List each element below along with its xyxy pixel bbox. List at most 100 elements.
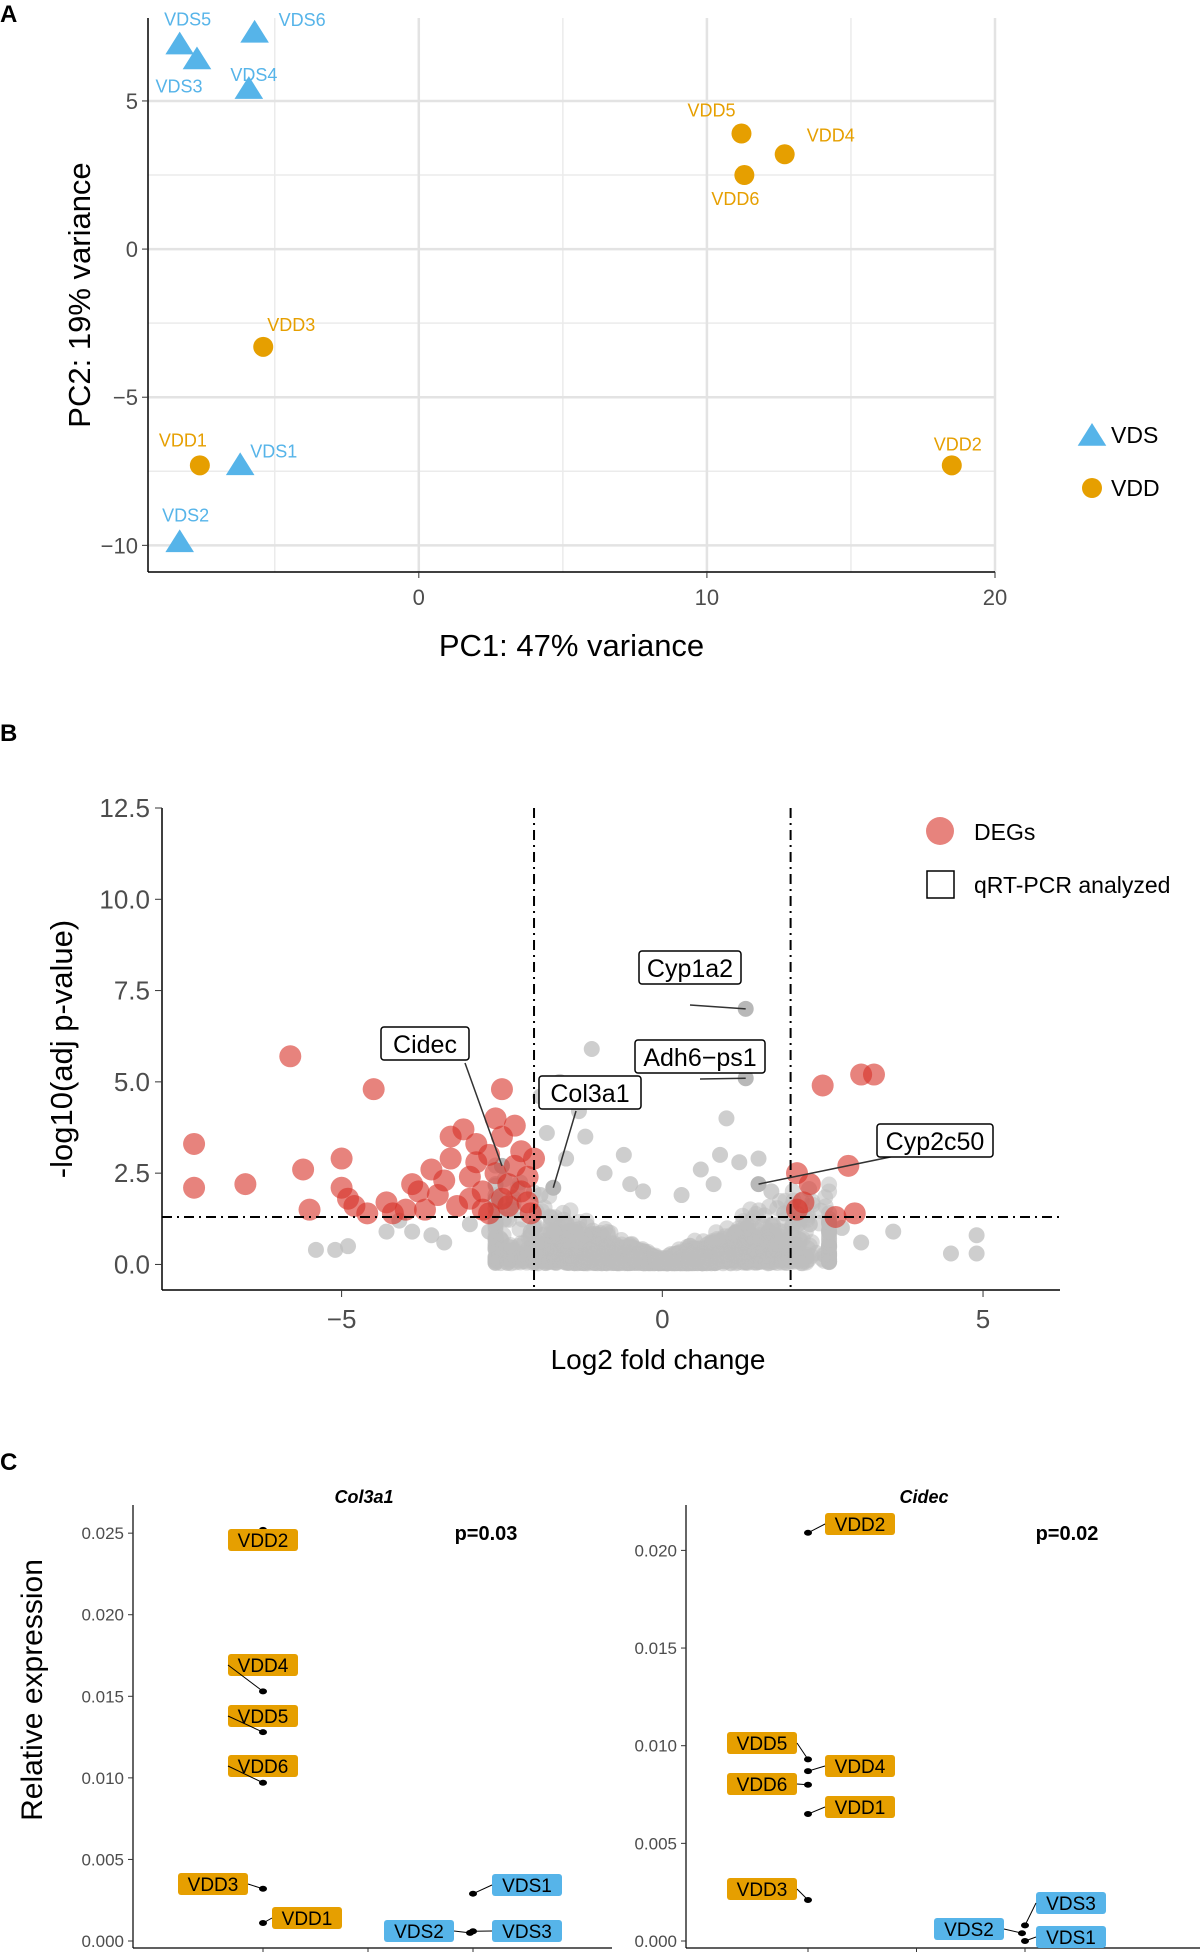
label-connector: [1003, 1928, 1023, 1934]
gene-point: [550, 1236, 567, 1253]
gene-point: [481, 1223, 498, 1240]
gene-point: [622, 1176, 639, 1193]
gene-point: [340, 1238, 357, 1255]
vds-point: [182, 46, 212, 70]
sample-label: VDS1: [1046, 1928, 1096, 1949]
gene-point: [461, 1216, 478, 1233]
gene-point: [712, 1146, 729, 1163]
x-tick-label: 0: [413, 585, 425, 610]
gene-point: [771, 1228, 788, 1245]
deg-point: [523, 1147, 546, 1170]
legend-key-vdd: [1082, 478, 1102, 498]
vdd-point: [774, 144, 795, 165]
gene-point: [968, 1245, 985, 1262]
sample-label-box: [825, 1755, 895, 1777]
y-tick-label: 0.015: [634, 1639, 677, 1658]
gene-point: [817, 1189, 834, 1206]
p-value-label: p=0.03: [455, 1523, 518, 1545]
point-label: VDS4: [230, 65, 277, 85]
y-tick-label: 0.005: [634, 1834, 677, 1853]
annotation-leader: [699, 1077, 746, 1080]
gene-point: [853, 1234, 870, 1251]
deg-point: [484, 1107, 507, 1130]
gene-point: [583, 1041, 600, 1057]
annotation-leader: [689, 1004, 746, 1010]
volcano-plot: −5 0 5 12.5 10.0 7.5 5.0 2.5 0.0 Log2 fold change…: [44, 793, 1170, 1375]
deg-point: [183, 1176, 206, 1199]
sample-label: VDD3: [737, 1880, 788, 1901]
vds-point: [240, 19, 269, 43]
y-tick-label: 0.010: [634, 1737, 677, 1756]
sample-label-box: [228, 1705, 298, 1727]
x-tick-label: 10: [695, 585, 719, 610]
x-axis-label: PC1: 47% variance: [439, 628, 704, 663]
deg-point: [497, 1195, 520, 1218]
deg-point: [862, 1063, 885, 1086]
y-tick-label: 12.5: [99, 793, 150, 823]
sample-label-box: [1036, 1892, 1106, 1914]
point-label: VDD5: [687, 101, 735, 121]
gene-point: [688, 1240, 705, 1257]
gene-point: [885, 1223, 902, 1240]
annotation-label: Cidec: [393, 1031, 457, 1059]
gene-point: [626, 1251, 643, 1268]
sample-label: VDS2: [944, 1920, 994, 1941]
y-tick-label: 0.000: [81, 1932, 124, 1951]
vds-point: [225, 452, 255, 476]
point-label: VDS3: [155, 76, 202, 96]
gene-point: [729, 1252, 746, 1269]
sample-label-box: [228, 1755, 298, 1777]
gene-point: [538, 1124, 555, 1141]
label-connector: [227, 1715, 264, 1733]
point-label: VDS5: [164, 10, 211, 30]
label-connector: [807, 1523, 826, 1534]
gene-point: [794, 1255, 811, 1272]
gene-point: [758, 1254, 775, 1271]
deg-point: [811, 1074, 834, 1097]
gene-point: [378, 1223, 395, 1240]
legend-label-vdd: VDD: [1111, 475, 1160, 501]
point-label: VDD1: [159, 430, 207, 450]
gene-point: [801, 1216, 818, 1233]
x-axis-label: Log2 fold change: [551, 1344, 766, 1375]
label-connector: [227, 1664, 264, 1692]
gene-point: [593, 1249, 610, 1266]
gene-point: [487, 1251, 504, 1268]
deg-point: [330, 1147, 353, 1170]
deg-point: [183, 1132, 206, 1155]
gene-point: [635, 1183, 652, 1200]
deg-point: [394, 1198, 417, 1221]
sample-label-box: [727, 1773, 797, 1795]
gene-point: [615, 1146, 632, 1163]
annotation-box: [538, 1075, 642, 1110]
sample-label-box: [934, 1918, 1004, 1940]
sample-label-box: [727, 1732, 797, 1754]
gene-point: [566, 1218, 583, 1235]
y-axis-label: PC2: 19% variance: [62, 162, 97, 427]
sample-label: VDD4: [835, 1757, 886, 1778]
point-label: VDD4: [807, 125, 855, 145]
annotation-box: [634, 1039, 766, 1074]
subplot-title: Col3a1: [334, 1487, 393, 1507]
annotation-leader: [758, 1154, 901, 1185]
y-tick-label: 10.0: [99, 884, 150, 914]
sample-label: VDD1: [282, 1909, 333, 1930]
deg-point: [439, 1125, 462, 1148]
sample-label: VDD2: [835, 1515, 886, 1536]
legend-key-qrtpcr: [926, 870, 955, 899]
gene-point: [750, 1150, 767, 1167]
y-tick-label: 0.000: [634, 1932, 677, 1951]
deg-point: [478, 1202, 501, 1225]
deg-point: [503, 1114, 526, 1137]
y-tick-label: 0.010: [81, 1769, 124, 1788]
deg-point: [413, 1198, 436, 1221]
y-tick-label: 0.025: [81, 1524, 124, 1543]
gene-point: [599, 1223, 616, 1240]
panel-a-label: A: [0, 1, 17, 28]
x-tick-label: 0: [655, 1304, 669, 1334]
label-connector: [472, 1884, 493, 1895]
gene-point: [942, 1245, 959, 1262]
gene-point: [753, 1235, 770, 1252]
deg-point: [401, 1173, 424, 1196]
